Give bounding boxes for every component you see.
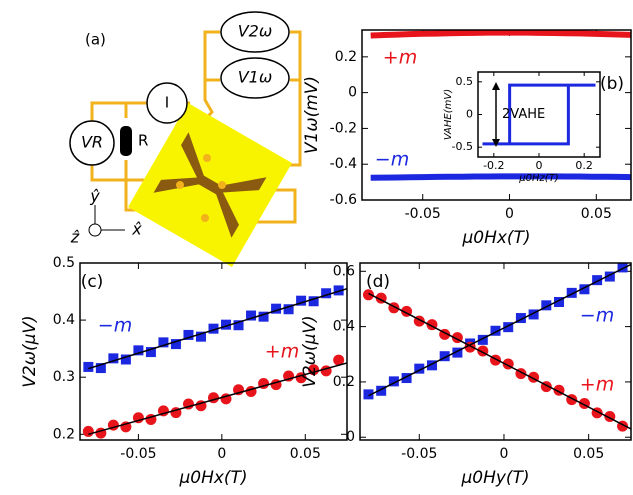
y-tick-label: 0.5 bbox=[456, 75, 474, 88]
panel-label: (a) bbox=[85, 31, 106, 49]
series-label: −m bbox=[98, 315, 132, 337]
y-tick-label: 0.6 bbox=[333, 263, 355, 279]
diagram: (a) V2ω V1ω I VR R ŷ ẑ x̂ bbox=[70, 12, 300, 267]
vr-label: VR bbox=[81, 133, 103, 152]
y-tick-label: -0.2 bbox=[330, 120, 357, 136]
contact bbox=[201, 214, 209, 222]
series-label: +m bbox=[580, 374, 614, 396]
y-tick-label: 0.2 bbox=[333, 374, 355, 390]
y-tick-label: 0 bbox=[348, 85, 357, 101]
panel-label: (b) bbox=[600, 74, 624, 94]
y-axis-label: VAHE(mV) bbox=[443, 89, 454, 140]
y-tick-label: 0.3 bbox=[53, 369, 75, 385]
x-axis-label: μ0Hx(T) bbox=[178, 468, 247, 488]
series-label: +m bbox=[383, 47, 417, 69]
contact bbox=[203, 154, 211, 162]
x-tick-label: -0.05 bbox=[405, 206, 441, 222]
y-tick-label: -0.6 bbox=[330, 192, 357, 208]
y-tick-label: 0 bbox=[466, 108, 473, 121]
series-label: −m bbox=[375, 149, 409, 171]
z-axis-label: ẑ bbox=[70, 228, 80, 247]
x-tick-label: 0 bbox=[536, 159, 543, 172]
x-tick-label: 0.05 bbox=[290, 446, 321, 462]
point bbox=[208, 392, 219, 403]
x-axis-label: μ0Hx(T) bbox=[461, 228, 530, 248]
x-tick-label: 0.05 bbox=[581, 206, 612, 222]
wire bbox=[92, 165, 145, 180]
x-tick-label: 0 bbox=[500, 446, 509, 462]
x-tick-label: 0.2 bbox=[575, 159, 593, 172]
y-tick-label: 0.4 bbox=[333, 319, 355, 335]
x-axis-label: μ0Hy(T) bbox=[460, 468, 529, 488]
x-tick-label: -0.05 bbox=[401, 446, 437, 462]
y-axis-label: V2ω(μV) bbox=[300, 315, 320, 387]
x-axis-label: x̂ bbox=[131, 220, 142, 239]
y-axis-label: V1ω(mV) bbox=[302, 76, 322, 154]
x-tick-label: 0 bbox=[217, 446, 226, 462]
series-line bbox=[371, 176, 631, 177]
contact bbox=[218, 181, 226, 189]
plot-area bbox=[363, 262, 631, 431]
v2-label: V2ω bbox=[238, 22, 273, 41]
y-tick-label: 0.2 bbox=[53, 426, 75, 442]
panel-label: (d) bbox=[366, 272, 390, 292]
resistor-label: R bbox=[138, 132, 148, 150]
plot-frame bbox=[360, 263, 631, 440]
point bbox=[83, 426, 94, 437]
series-label: −m bbox=[580, 305, 614, 327]
y-tick-label: 0.4 bbox=[53, 312, 75, 328]
axis-origin bbox=[89, 224, 101, 236]
resistor bbox=[120, 126, 132, 156]
y-axis-label: V2ω(μV) bbox=[20, 315, 40, 387]
y-tick-label: 0 bbox=[346, 429, 355, 445]
panel-label: (c) bbox=[81, 272, 104, 292]
device bbox=[128, 103, 292, 267]
y-tick-label: 0.2 bbox=[335, 49, 357, 65]
contact bbox=[176, 181, 184, 189]
annotation: 2VAHE bbox=[502, 107, 545, 122]
x-tick-label: 0.05 bbox=[573, 446, 604, 462]
wire bbox=[205, 32, 220, 80]
x-tick-label: 0 bbox=[505, 206, 514, 222]
wire bbox=[290, 32, 300, 80]
x-tick-label: -0.05 bbox=[120, 446, 156, 462]
y-tick-label: -0.5 bbox=[452, 140, 473, 153]
figure: (a) V2ω V1ω I VR R ŷ ẑ x̂ -0.05 bbox=[0, 0, 633, 495]
v1-label: V1ω bbox=[238, 68, 273, 87]
y-axis-label: ŷ bbox=[89, 187, 100, 206]
current-label: I bbox=[165, 94, 169, 112]
series-line bbox=[371, 33, 631, 36]
wire bbox=[92, 103, 147, 121]
x-axis-label: μ0Hz(T) bbox=[518, 173, 558, 184]
x-tick-label: -0.2 bbox=[483, 159, 504, 172]
series-label: +m bbox=[265, 341, 299, 363]
y-tick-label: -0.4 bbox=[330, 156, 357, 172]
y-tick-label: 0.5 bbox=[53, 255, 75, 271]
